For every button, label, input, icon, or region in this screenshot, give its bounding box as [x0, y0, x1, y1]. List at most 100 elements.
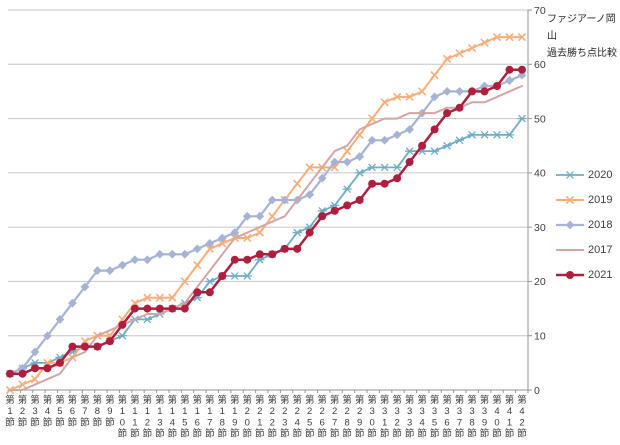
- data-point-marker: [155, 304, 164, 313]
- data-point-marker: [268, 250, 277, 259]
- data-point-marker: [517, 70, 527, 80]
- data-point-marker: [255, 228, 264, 237]
- data-point-marker: [142, 315, 152, 324]
- series-2020: [5, 114, 527, 378]
- legend-label-2017: 2017: [588, 243, 613, 256]
- data-point-marker: [168, 293, 177, 302]
- data-point-marker: [418, 141, 427, 150]
- legend-marker-2020-icon: [556, 170, 584, 179]
- data-point-marker: [155, 249, 165, 259]
- data-point-marker: [330, 206, 339, 215]
- data-point-marker: [218, 239, 227, 248]
- y-tick-label: 30: [534, 222, 546, 234]
- data-point-marker: [380, 163, 390, 172]
- data-point-marker: [30, 374, 40, 384]
- data-point-marker: [417, 87, 427, 96]
- data-point-marker: [280, 244, 289, 253]
- data-point-marker: [218, 272, 227, 280]
- data-point-marker: [68, 298, 77, 308]
- legend-item-2021: 2021: [555, 262, 619, 287]
- data-point-marker: [180, 277, 189, 286]
- data-point-marker: [305, 228, 314, 237]
- data-point-marker: [293, 244, 302, 253]
- data-point-marker: [565, 195, 575, 204]
- data-point-marker: [467, 130, 477, 139]
- data-point-marker: [305, 163, 314, 172]
- data-point-marker: [518, 65, 526, 74]
- legend-label-2020: 2020: [588, 168, 613, 181]
- data-point-marker: [30, 364, 39, 373]
- data-point-marker: [268, 212, 277, 221]
- data-point-marker: [479, 130, 490, 139]
- data-point-marker: [293, 179, 302, 188]
- data-point-marker: [367, 114, 377, 123]
- data-point-marker: [43, 331, 52, 341]
- data-point-marker: [18, 369, 27, 378]
- data-point-marker: [367, 135, 377, 145]
- legend-marker-2017-icon: [556, 248, 584, 251]
- data-point-marker: [480, 38, 489, 47]
- data-point-marker: [230, 272, 240, 280]
- data-point-marker: [405, 125, 415, 134]
- data-point-marker: [392, 92, 402, 102]
- y-tick-label: 60: [534, 59, 546, 71]
- data-point-marker: [205, 244, 214, 254]
- data-point-marker: [405, 92, 414, 102]
- data-point-marker: [30, 347, 40, 357]
- data-point-marker: [343, 146, 352, 156]
- data-point-marker: [55, 358, 64, 367]
- data-point-marker: [18, 380, 27, 389]
- data-point-marker: [405, 158, 414, 166]
- data-point-marker: [493, 82, 502, 90]
- data-point-marker: [205, 277, 215, 286]
- data-point-marker: [468, 87, 477, 96]
- y-tick-label: 20: [534, 276, 546, 288]
- data-point-marker: [392, 163, 402, 172]
- legend-item-2019: 2019: [555, 187, 619, 212]
- data-point-marker: [355, 152, 365, 161]
- data-point-marker: [430, 70, 439, 80]
- data-point-marker: [55, 315, 65, 324]
- y-axis-labels: 0 10 20 30 40 50 60 70: [534, 5, 546, 397]
- y-tick-label: 50: [534, 113, 546, 125]
- data-point-marker: [193, 288, 202, 297]
- data-point-marker: [230, 228, 240, 237]
- data-point-marker: [480, 87, 489, 96]
- data-point-marker: [380, 179, 389, 188]
- data-point-marker: [492, 130, 502, 139]
- data-point-marker: [255, 211, 265, 221]
- data-point-marker: [566, 270, 574, 279]
- data-point-marker: [105, 266, 115, 275]
- data-point-marker: [405, 147, 415, 156]
- y-tick-label: 0: [534, 385, 540, 397]
- data-point-marker: [180, 249, 190, 259]
- data-point-marker: [505, 65, 514, 74]
- data-point-marker: [93, 266, 102, 275]
- data-point-marker: [355, 196, 364, 204]
- chart-title-line2: 過去勝ち点比較: [547, 48, 617, 59]
